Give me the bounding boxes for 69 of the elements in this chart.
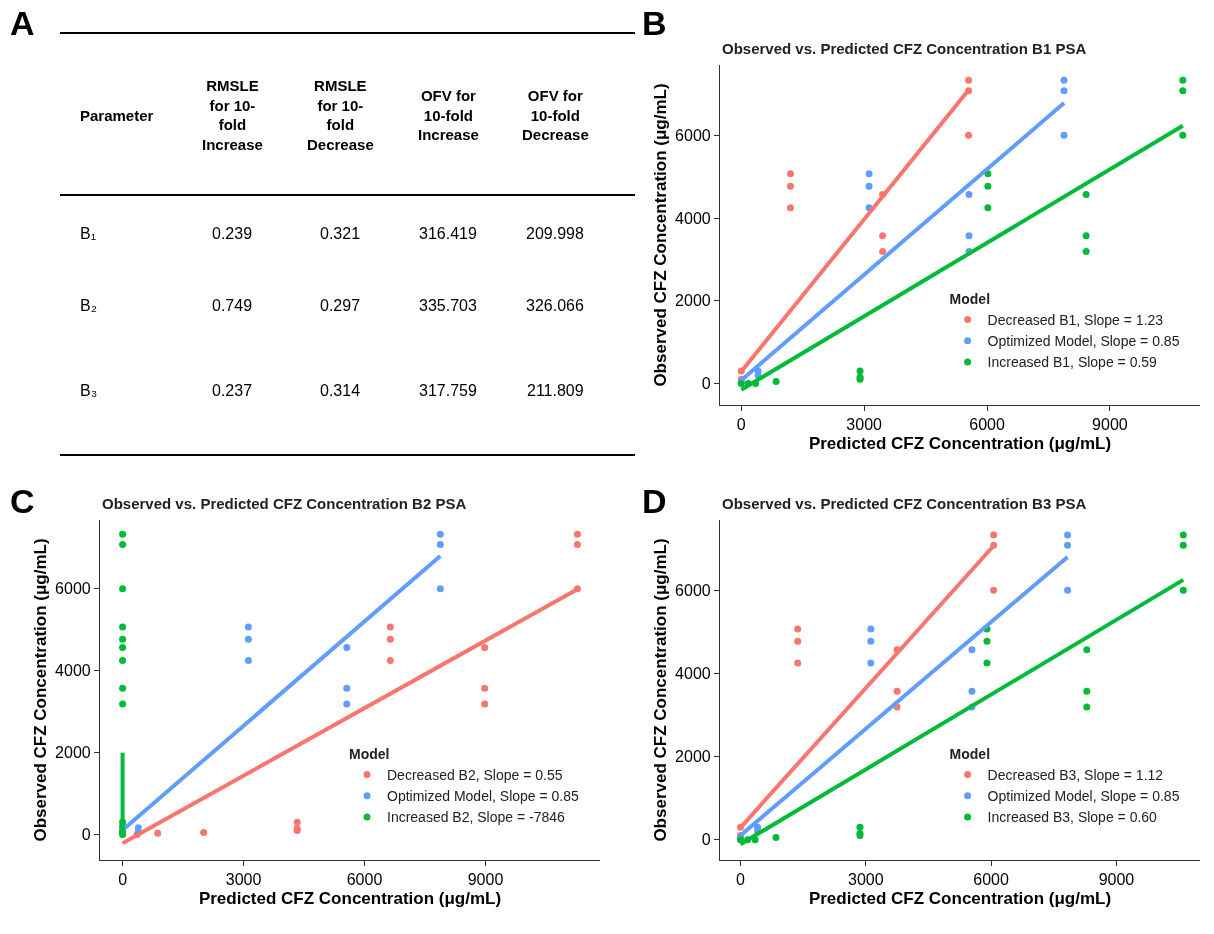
chart-title: Observed vs. Predicted CFZ Concentration B1 PSA: [722, 40, 1087, 57]
legend-label: Decreased B2, Slope = 0.55: [387, 767, 563, 784]
y-tick-label: 2000: [55, 744, 91, 762]
y-axis-title: Observed CFZ Concentration (μg/mL): [650, 83, 670, 387]
x-tick-label: 6000: [346, 871, 383, 889]
x-tick-label: 3000: [848, 871, 884, 889]
legend-title: Model: [949, 291, 991, 307]
x-tick-label: 0: [118, 871, 128, 889]
x-tick-label: 6000: [973, 871, 1010, 889]
x-axis-title: Predicted CFZ Concentration (μg/mL): [808, 433, 1112, 453]
y-tick-label: 0: [701, 831, 711, 849]
text: 0.239: [212, 225, 253, 242]
x-tick-label: 9000: [1092, 416, 1128, 434]
x-tick-label: 0: [736, 416, 746, 434]
text: 0.237: [212, 382, 253, 399]
y-tick-label: 4000: [675, 209, 711, 227]
y-axis-title: Observed CFZ Concentration (μg/mL): [650, 538, 670, 842]
text: 211.809: [527, 382, 584, 399]
text: A: [10, 4, 35, 42]
text: 0.297: [320, 297, 361, 314]
x-axis-title: Predicted CFZ Concentration (μg/mL): [198, 888, 502, 908]
y-tick-label: 2000: [675, 292, 711, 310]
chart-title: Observed vs. Predicted CFZ Concentration B3 PSA: [722, 495, 1087, 512]
y-tick-label: 6000: [675, 581, 711, 599]
text: C: [10, 482, 35, 520]
legend-label: Decreased B3, Slope = 1.12: [987, 767, 1164, 784]
y-tick-label: 4000: [55, 662, 91, 680]
text: 316.419: [419, 225, 477, 242]
y-axis-title: Observed CFZ Concentration (μg/mL): [30, 538, 50, 842]
text: 209.998: [526, 225, 584, 242]
y-tick-label: 0: [701, 375, 711, 393]
x-tick-label: 6000: [969, 416, 1005, 434]
x-tick-label: 9000: [467, 871, 504, 889]
y-tick-label: 4000: [675, 664, 711, 682]
text: RMSLE for 10-fold Increase: [202, 77, 263, 153]
legend-label: Optimized Model, Slope = 0.85: [987, 788, 1180, 805]
legend-label: Increased B1, Slope = 0.59: [987, 354, 1158, 371]
text: 0.749: [212, 297, 253, 314]
legend-label: Optimized Model, Slope = 0.85: [987, 333, 1180, 350]
text: 0.321: [320, 225, 361, 242]
text: B₂: [80, 297, 97, 314]
text: B₃: [80, 382, 98, 399]
text: B₁: [80, 225, 97, 242]
text: 335.703: [419, 297, 477, 314]
chart-title: Observed vs. Predicted CFZ Concentration B2 PSA: [102, 495, 467, 512]
legend-label: Optimized Model, Slope = 0.85: [387, 788, 580, 805]
y-tick-label: 6000: [55, 580, 91, 598]
legend-label: Decreased B1, Slope = 1.23: [987, 312, 1164, 329]
y-tick-label: 6000: [675, 126, 711, 144]
text: 317.759: [419, 382, 477, 399]
text: OFV for 10-fold Increase: [418, 87, 479, 143]
y-tick-label: 2000: [675, 748, 711, 766]
x-tick-label: 3000: [225, 871, 262, 889]
text: Parameter: [80, 107, 154, 124]
text: D: [642, 482, 667, 520]
y-tick-label: 0: [81, 826, 91, 844]
legend-title: Model: [949, 746, 991, 762]
text: OFV for 10-fold Decrease: [522, 87, 589, 143]
x-tick-label: 9000: [1098, 871, 1135, 889]
text: B: [642, 4, 667, 42]
text: 326.066: [526, 297, 584, 314]
text: RMSLE for 10-fold Decrease: [307, 77, 374, 153]
legend-label: Increased B3, Slope = 0.60: [987, 809, 1158, 826]
x-axis-title: Predicted CFZ Concentration (μg/mL): [808, 888, 1112, 908]
x-tick-label: 3000: [846, 416, 883, 434]
legend-title: Model: [349, 746, 390, 762]
legend-label: Increased B2, Slope = -7846: [387, 809, 566, 826]
x-tick-label: 0: [736, 871, 746, 889]
text: 0.314: [320, 382, 361, 399]
